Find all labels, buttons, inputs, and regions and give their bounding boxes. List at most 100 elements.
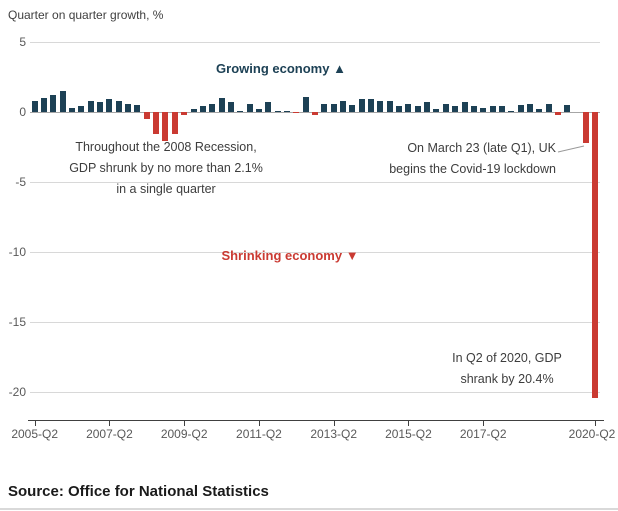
bar-2013-Q1 <box>321 103 328 112</box>
x-tick-2013-Q2 <box>333 421 335 426</box>
bar-2019-Q2 <box>554 112 561 115</box>
bar-2007-Q3 <box>115 100 122 112</box>
recession-annotation: Throughout the 2008 Recession, GDP shrun… <box>69 137 263 200</box>
bar-2005-Q4 <box>50 95 57 112</box>
bar-2017-Q3 <box>489 106 496 112</box>
plot-area <box>30 42 600 420</box>
bar-2006-Q4 <box>87 100 94 112</box>
q2-2020-annotation-line2: shrank by 20.4% <box>460 372 554 386</box>
bar-2011-Q3 <box>265 102 272 112</box>
bar-2014-Q1 <box>358 99 365 112</box>
covid-annotation-line2: begins the Covid-19 lockdown <box>389 162 556 176</box>
bar-2008-Q2 <box>143 112 150 119</box>
bar-2018-Q2 <box>517 105 524 112</box>
bar-2017-Q2 <box>480 107 487 112</box>
bar-2009-Q2 <box>181 112 188 115</box>
y-tick-label-5: 5 <box>19 35 26 49</box>
bar-2011-Q1 <box>246 103 253 112</box>
bar-2019-Q3 <box>564 105 571 112</box>
bar-2008-Q4 <box>162 112 169 142</box>
q2-2020-annotation: In Q2 of 2020, GDP shrank by 20.4% <box>452 348 562 390</box>
x-tick-label-2015-Q2: 2015-Q2 <box>385 427 432 441</box>
bar-2016-Q2 <box>442 103 449 112</box>
x-tick-label-2017-Q2: 2017-Q2 <box>459 427 507 441</box>
y-tick-label--20: -20 <box>8 385 26 399</box>
bar-2019-Q1 <box>545 103 552 112</box>
bar-2008-Q3 <box>153 112 160 135</box>
bar-2013-Q4 <box>349 105 356 112</box>
bar-2009-Q3 <box>190 109 197 112</box>
bar-2009-Q4 <box>199 106 206 112</box>
bar-2008-Q1 <box>134 105 141 112</box>
bar-2010-Q4 <box>237 110 244 112</box>
bar-2015-Q3 <box>414 106 421 112</box>
bar-2012-Q3 <box>302 96 309 112</box>
y-tick-label--15: -15 <box>8 315 26 329</box>
x-tick-2020-Q2 <box>595 421 597 426</box>
bar-2013-Q3 <box>340 100 347 112</box>
covid-annotation-line1: On March 23 (late Q1), UK <box>407 141 556 155</box>
bottom-divider <box>0 508 618 510</box>
bar-2006-Q3 <box>78 106 85 112</box>
bar-2005-Q3 <box>41 98 48 112</box>
recession-annotation-line1: Throughout the 2008 Recession, <box>75 140 257 154</box>
x-axis-line <box>28 420 604 421</box>
bar-2011-Q4 <box>274 110 281 112</box>
bar-2018-Q3 <box>526 103 533 112</box>
bar-2010-Q1 <box>209 103 216 112</box>
x-tick-label-2011-Q2: 2011-Q2 <box>236 427 282 441</box>
gridline--20 <box>30 392 600 393</box>
bar-2006-Q1 <box>59 91 66 112</box>
bar-2015-Q4 <box>424 102 431 112</box>
y-tick-label-0: 0 <box>19 105 26 119</box>
gridline-5 <box>30 42 600 43</box>
bar-2016-Q1 <box>433 109 440 112</box>
bar-2014-Q4 <box>386 100 393 112</box>
gridline--15 <box>30 322 600 323</box>
bar-2007-Q2 <box>106 99 113 112</box>
bar-2020-Q1 <box>582 112 589 143</box>
x-tick-2009-Q2 <box>184 421 186 426</box>
growing-economy-label: Growing economy ▲ <box>216 61 346 76</box>
recession-annotation-line2: GDP shrunk by no more than 2.1% <box>69 161 263 175</box>
bar-2012-Q1 <box>283 110 290 112</box>
gridline--10 <box>30 252 600 253</box>
bar-2013-Q2 <box>330 103 337 112</box>
bar-2010-Q2 <box>218 98 225 112</box>
shrinking-economy-label: Shrinking economy ▼ <box>221 248 359 263</box>
bar-2009-Q1 <box>171 112 178 135</box>
bar-2017-Q4 <box>498 106 505 112</box>
bar-2012-Q2 <box>293 112 300 114</box>
x-tick-label-2007-Q2: 2007-Q2 <box>86 427 133 441</box>
bar-2016-Q3 <box>452 106 459 112</box>
bar-2010-Q3 <box>227 102 234 112</box>
x-tick-2011-Q2 <box>258 421 260 426</box>
x-tick-label-2020-Q2: 2020-Q2 <box>568 427 616 441</box>
bar-2014-Q3 <box>377 100 384 112</box>
covid-lockdown-annotation: On March 23 (late Q1), UK begins the Cov… <box>389 138 556 180</box>
source-attribution: Source: Office for National Statistics <box>8 483 269 500</box>
bar-2020-Q2 <box>592 112 599 398</box>
y-tick-label--10: -10 <box>8 245 26 259</box>
bar-2018-Q4 <box>536 109 543 112</box>
bar-2017-Q1 <box>470 106 477 112</box>
bar-2015-Q1 <box>396 106 403 112</box>
recession-annotation-line3: in a single quarter <box>116 182 216 196</box>
x-tick-label-2013-Q2: 2013-Q2 <box>310 427 358 441</box>
bar-2006-Q2 <box>69 107 76 112</box>
bar-2005-Q2 <box>31 100 38 112</box>
bar-2007-Q4 <box>125 103 132 112</box>
bar-2016-Q4 <box>461 102 468 112</box>
bar-2015-Q2 <box>405 103 412 112</box>
y-tick-label--5: -5 <box>15 175 26 189</box>
x-tick-2017-Q2 <box>483 421 485 426</box>
x-tick-2007-Q2 <box>109 421 111 426</box>
x-tick-2015-Q2 <box>408 421 410 426</box>
chart-title: Quarter on quarter growth, % <box>8 8 164 22</box>
bar-2011-Q2 <box>255 109 262 112</box>
q2-2020-annotation-line1: In Q2 of 2020, GDP <box>452 351 562 365</box>
bar-2018-Q1 <box>508 110 515 112</box>
x-tick-label-2009-Q2: 2009-Q2 <box>160 427 208 441</box>
x-tick-label-2005-Q2: 2005-Q2 <box>11 427 59 441</box>
